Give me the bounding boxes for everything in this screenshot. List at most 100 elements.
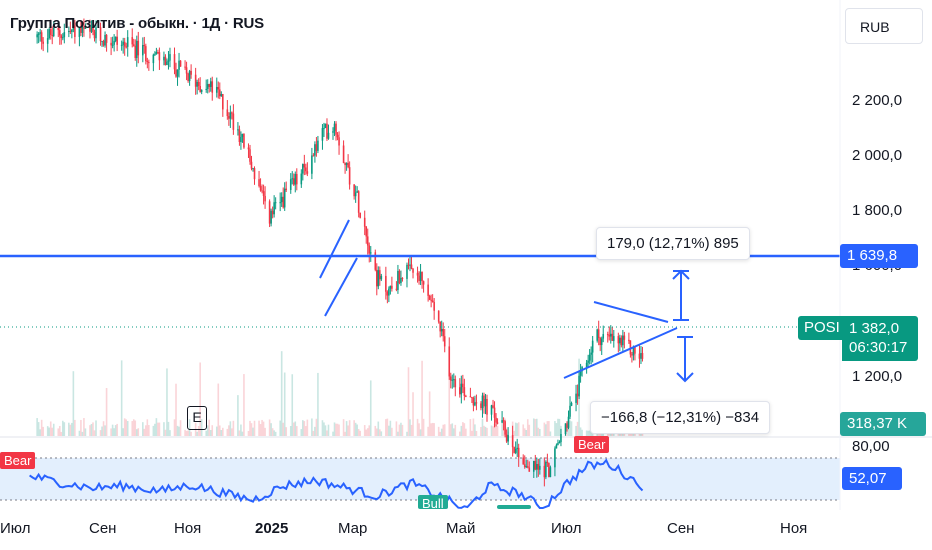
target-down-label[interactable]: −166,8 (−12,31%) −834 bbox=[590, 401, 771, 434]
candle-body bbox=[505, 434, 508, 442]
candle-body bbox=[465, 395, 467, 397]
volume-bar bbox=[291, 374, 294, 436]
candle-body bbox=[305, 167, 307, 172]
volume-bar bbox=[163, 422, 165, 436]
candle-body bbox=[179, 60, 182, 67]
candle-body bbox=[493, 407, 496, 418]
candle-body bbox=[92, 27, 94, 33]
volume-bar bbox=[332, 431, 334, 436]
candle-body bbox=[507, 435, 509, 442]
candle-body bbox=[449, 376, 452, 381]
candle-body bbox=[232, 113, 235, 130]
candle-body bbox=[285, 188, 288, 190]
volume-bar bbox=[569, 420, 571, 436]
target-up-label[interactable]: 179,0 (12,71%) 895 bbox=[596, 227, 750, 260]
candle-body bbox=[57, 27, 60, 31]
candle-body bbox=[229, 112, 232, 119]
volume-bar bbox=[232, 420, 235, 436]
volume-bar bbox=[49, 421, 52, 436]
candle-body bbox=[471, 397, 473, 399]
candle-body bbox=[292, 178, 295, 185]
volume-bar bbox=[148, 425, 150, 436]
candle-body bbox=[606, 334, 609, 336]
candle-body bbox=[517, 447, 520, 458]
volume-bar bbox=[218, 425, 221, 436]
candle-body bbox=[83, 26, 85, 29]
candle-body bbox=[154, 54, 156, 56]
candle-body bbox=[398, 270, 401, 284]
volume-bar bbox=[238, 430, 241, 436]
rsi-upper-tick: 80,00 bbox=[852, 438, 890, 455]
volume-bar bbox=[406, 431, 408, 436]
candle-body bbox=[502, 420, 505, 422]
volume-bar bbox=[363, 425, 366, 436]
candle-body bbox=[419, 271, 422, 281]
candle-body bbox=[312, 155, 315, 157]
volume-bar bbox=[427, 426, 429, 436]
volume-bar bbox=[209, 429, 212, 436]
candle-body bbox=[222, 94, 224, 110]
candle-body bbox=[157, 52, 159, 54]
candle-body bbox=[428, 295, 431, 300]
candle-body bbox=[335, 123, 337, 135]
price-tick: 2 200,0 bbox=[852, 92, 903, 109]
volume-bar bbox=[357, 429, 360, 436]
volume-bar bbox=[271, 428, 274, 436]
volume-bar bbox=[522, 424, 525, 436]
volume-bar bbox=[327, 424, 330, 436]
volume-bar bbox=[581, 429, 583, 436]
volume-bar bbox=[486, 427, 488, 436]
volume-bar bbox=[430, 423, 432, 436]
volume-bar bbox=[74, 419, 76, 436]
volume-bar bbox=[554, 421, 556, 436]
candle-body bbox=[560, 434, 562, 443]
volume-bar bbox=[146, 419, 149, 436]
candle-body bbox=[386, 291, 389, 296]
candle-body bbox=[158, 52, 161, 61]
volume-bar bbox=[222, 427, 224, 436]
x-axis-label: Июл bbox=[551, 520, 582, 537]
rsi-bear-label: Bear bbox=[0, 452, 36, 469]
candle-body bbox=[523, 464, 526, 468]
volume-bar bbox=[570, 421, 573, 436]
earnings-event-marker[interactable]: E bbox=[187, 406, 207, 430]
volume-bar bbox=[262, 421, 265, 436]
candle-body bbox=[175, 69, 177, 77]
rsi-value-tag: 52,07 bbox=[842, 467, 902, 490]
candle-body bbox=[95, 27, 97, 39]
volume-bar bbox=[366, 428, 369, 436]
bar-countdown: 06:30:17 bbox=[849, 339, 908, 356]
flag-line-bottom[interactable] bbox=[324, 257, 358, 317]
candle-body bbox=[84, 26, 87, 29]
volume-bar bbox=[205, 430, 208, 436]
candle-body bbox=[602, 334, 605, 339]
candle-body bbox=[511, 435, 514, 448]
triangle-line-top[interactable] bbox=[593, 301, 669, 323]
candle-body bbox=[74, 25, 76, 37]
candle-body bbox=[291, 178, 294, 180]
volume-bar bbox=[326, 430, 328, 436]
volume-bar bbox=[137, 428, 140, 436]
volume-bar bbox=[167, 421, 170, 436]
volume-bar bbox=[440, 428, 443, 436]
symbol-tag: POSI bbox=[798, 316, 842, 340]
volume-bar bbox=[459, 431, 461, 436]
candle-body bbox=[190, 70, 192, 75]
currency-button[interactable]: RUB bbox=[845, 8, 923, 44]
volume-bar bbox=[490, 425, 493, 436]
candle-body bbox=[389, 285, 392, 289]
flag-line-top[interactable] bbox=[319, 219, 350, 279]
triangle-line-bottom[interactable] bbox=[563, 327, 678, 379]
volume-bar bbox=[418, 423, 420, 436]
volume-bar bbox=[377, 421, 380, 436]
volume-bar bbox=[231, 428, 233, 436]
volume-bar bbox=[317, 372, 319, 436]
volume-bar bbox=[78, 430, 81, 436]
candle-body bbox=[600, 338, 603, 346]
volume-bar bbox=[52, 423, 55, 436]
candle-body bbox=[253, 168, 256, 180]
volume-bar bbox=[311, 418, 313, 436]
volume-bar bbox=[125, 419, 127, 436]
volume-bar bbox=[279, 420, 281, 436]
